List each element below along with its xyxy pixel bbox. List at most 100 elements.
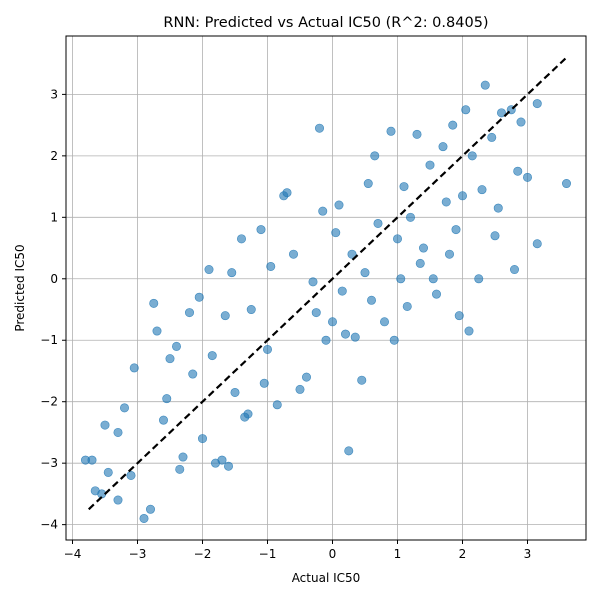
y-tick-label: −1 — [40, 333, 58, 347]
y-tick-label: −3 — [40, 456, 58, 470]
y-tick-label: 3 — [50, 87, 58, 101]
data-point — [100, 420, 110, 430]
data-point — [405, 212, 415, 222]
y-tick-label: 1 — [50, 210, 58, 224]
data-point — [347, 249, 357, 259]
data-point — [444, 249, 454, 259]
x-axis-ticks: −4 −3 −2 −1 0 1 2 3 — [64, 540, 531, 561]
data-point — [451, 225, 461, 235]
data-point — [454, 311, 464, 321]
data-point — [340, 329, 350, 339]
data-point — [224, 461, 234, 471]
data-point — [230, 387, 240, 397]
data-points — [81, 80, 571, 523]
axes-frame — [65, 35, 587, 541]
data-point — [159, 415, 169, 425]
data-point — [295, 384, 305, 394]
data-point — [152, 326, 162, 336]
data-point — [402, 301, 412, 311]
x-tick-label: 0 — [329, 547, 337, 561]
data-point — [464, 326, 474, 336]
data-point — [457, 191, 467, 201]
data-point — [363, 179, 373, 189]
x-tick-label: −1 — [259, 547, 277, 561]
data-point — [357, 375, 367, 385]
data-point — [431, 289, 441, 299]
data-point — [496, 108, 506, 118]
data-point — [301, 372, 311, 382]
data-point — [425, 160, 435, 170]
y-axis-ticks: −4 −3 −2 −1 0 1 2 3 — [40, 87, 66, 532]
data-point — [428, 274, 438, 284]
data-point — [490, 231, 500, 241]
x-tick-label: 1 — [394, 547, 402, 561]
data-point — [87, 455, 97, 465]
data-point — [237, 234, 247, 244]
data-point — [194, 292, 204, 302]
data-point — [373, 218, 383, 228]
data-point — [350, 332, 360, 342]
data-point — [331, 228, 341, 238]
data-point — [386, 126, 396, 136]
data-point — [188, 369, 198, 379]
data-point — [477, 185, 487, 195]
data-point — [129, 363, 139, 373]
data-point — [396, 274, 406, 284]
data-point — [266, 261, 276, 271]
data-point — [532, 239, 542, 249]
x-tick-label: −4 — [64, 547, 82, 561]
data-point — [318, 206, 328, 216]
data-point — [360, 268, 370, 278]
data-point — [379, 317, 389, 327]
data-point — [162, 394, 172, 404]
plot-area: −4 −3 −2 −1 0 1 2 3 −4 −3 −2 −1 0 1 2 3 — [40, 35, 587, 561]
data-point — [516, 117, 526, 127]
data-point — [487, 132, 497, 142]
data-point — [438, 142, 448, 152]
data-point — [337, 286, 347, 296]
y-tick-label: 0 — [50, 272, 58, 286]
data-point — [220, 311, 230, 321]
data-point — [314, 123, 324, 133]
data-point — [146, 504, 156, 514]
data-point — [321, 335, 331, 345]
data-point — [113, 495, 123, 505]
data-point — [282, 188, 292, 198]
data-point — [246, 305, 256, 315]
x-tick-label: 2 — [459, 547, 467, 561]
data-point — [227, 268, 237, 278]
data-point — [509, 265, 519, 275]
data-point — [308, 277, 318, 287]
data-point — [327, 317, 337, 327]
data-point — [126, 470, 136, 480]
data-point — [415, 258, 425, 268]
data-point — [561, 179, 571, 189]
data-point — [139, 513, 149, 523]
data-point — [204, 265, 214, 275]
data-point — [370, 151, 380, 161]
x-tick-label: −3 — [129, 547, 147, 561]
data-point — [103, 467, 113, 477]
data-point — [217, 455, 227, 465]
data-point — [441, 197, 451, 207]
data-point — [262, 344, 272, 354]
y-tick-label: −4 — [40, 518, 58, 532]
data-point — [178, 452, 188, 462]
data-point — [412, 129, 422, 139]
x-tick-label: −2 — [194, 547, 212, 561]
data-point — [392, 234, 402, 244]
data-point — [480, 80, 490, 90]
data-point — [165, 354, 175, 364]
data-point — [448, 120, 458, 130]
data-point — [311, 308, 321, 318]
y-tick-label: 2 — [50, 149, 58, 163]
data-point — [185, 308, 195, 318]
x-axis-label: Actual IC50 — [292, 571, 361, 585]
data-point — [389, 335, 399, 345]
data-point — [532, 99, 542, 109]
data-point — [399, 182, 409, 192]
data-point — [418, 243, 428, 253]
data-point — [272, 400, 282, 410]
data-point — [474, 274, 484, 284]
